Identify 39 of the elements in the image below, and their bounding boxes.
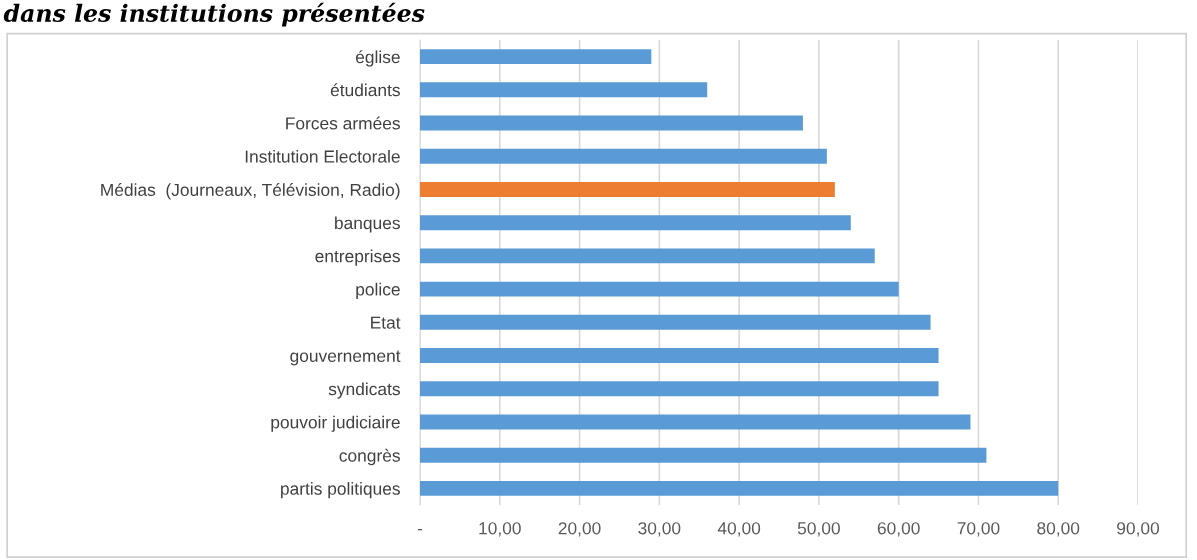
x-tick-label: 50,00: [797, 522, 840, 537]
bar: [420, 348, 939, 364]
bar: [420, 381, 939, 397]
x-tick-label: 10,00: [479, 522, 521, 537]
bar: [420, 148, 827, 164]
bar: [420, 115, 803, 131]
bar: [420, 49, 652, 65]
bar: [420, 248, 875, 264]
y-tick-label: Etat: [371, 316, 401, 329]
y-tick-label: congrès: [339, 448, 400, 466]
x-tick-label: 90,00: [1117, 522, 1160, 537]
x-tick-label: 40,00: [717, 522, 761, 537]
bar: [420, 414, 971, 430]
x-tick-label: 60,00: [877, 522, 920, 537]
y-tick-label: Médias (Journeaux, Télévision, Radio): [101, 183, 400, 200]
bar: [420, 447, 987, 463]
bar: [420, 82, 708, 98]
y-tick-label: pouvoir judiciaire: [271, 415, 400, 432]
bar: [420, 181, 835, 197]
y-tick-label: partis politiques: [281, 482, 400, 499]
y-tick-label: police: [356, 282, 400, 299]
text: dans les institutions présentées: [3, 2, 425, 27]
bar: [420, 314, 931, 330]
x-tick-label: 80,00: [1037, 522, 1080, 537]
bar: [420, 215, 851, 231]
y-tick-label: Institution Electorale: [245, 149, 400, 163]
y-tick-label: entreprises: [315, 249, 400, 266]
bar: [420, 281, 899, 297]
x-tick-label: 20,00: [558, 522, 601, 537]
x-tick-label: 30,00: [638, 522, 681, 537]
y-tick-label: église: [355, 50, 400, 67]
x-tick-label: -: [417, 528, 423, 531]
y-tick-label: Forces armées: [286, 116, 400, 130]
x-tick-label: 70,00: [957, 522, 1000, 537]
y-tick-label: gouvernement: [290, 350, 401, 366]
y-tick-label: syndicats: [328, 382, 400, 399]
y-tick-label: étudiants: [330, 83, 400, 97]
y-tick-label: banques: [335, 216, 400, 233]
bar: [420, 480, 1059, 496]
